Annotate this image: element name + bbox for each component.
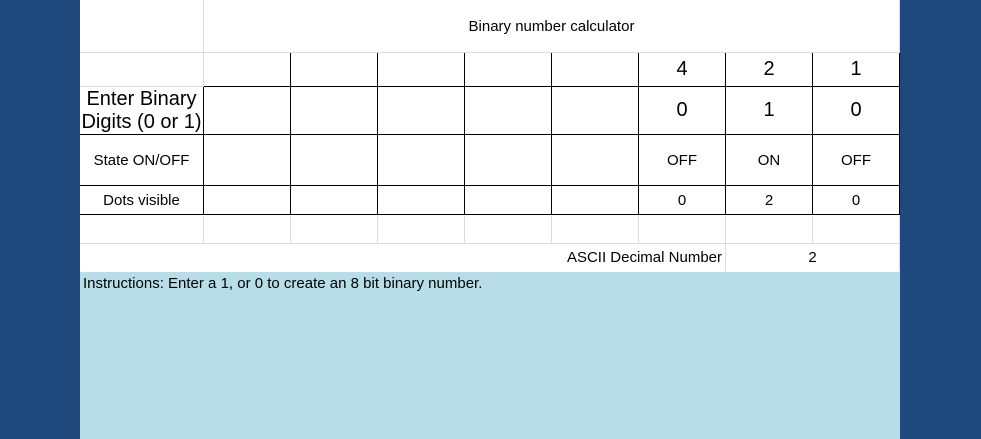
dots-cell[interactable] — [551, 185, 639, 215]
spreadsheet: Binary number calculator 4 2 1 Enter Bin… — [80, 0, 900, 439]
ascii-label: ASCII Decimal Number — [80, 243, 726, 271]
dots-cell[interactable]: 0 — [638, 185, 726, 215]
state-cell[interactable] — [551, 134, 639, 186]
place-value-cell[interactable] — [551, 52, 639, 87]
dots-cell[interactable]: 0 — [812, 185, 900, 215]
cell-blank[interactable] — [80, 52, 204, 87]
binary-digit-input[interactable]: 1 — [725, 86, 813, 135]
dots-cell[interactable] — [290, 185, 378, 215]
place-value-cell[interactable] — [464, 52, 552, 87]
dots-label: Dots visible — [80, 185, 204, 215]
dots-cell[interactable] — [377, 185, 465, 215]
cell-blank[interactable] — [203, 214, 291, 244]
ascii-value[interactable]: 2 — [725, 243, 900, 271]
place-value-cell[interactable]: 2 — [725, 52, 813, 87]
dots-cell[interactable]: 2 — [725, 185, 813, 215]
cell-blank[interactable] — [80, 214, 204, 244]
binary-digit-input[interactable]: 0 — [812, 86, 900, 135]
empty-row — [80, 214, 900, 244]
binary-digit-input[interactable] — [464, 86, 552, 135]
binary-digit-input[interactable]: 0 — [638, 86, 726, 135]
state-row: State ON/OFF OFF ON OFF — [80, 134, 900, 186]
cell-blank[interactable] — [80, 0, 204, 53]
binary-digits-row: Enter Binary Digits (0 or 1) 0 1 0 — [80, 86, 900, 135]
state-cell[interactable] — [464, 134, 552, 186]
state-cell[interactable]: ON — [725, 134, 813, 186]
cell-blank[interactable] — [725, 214, 813, 244]
dots-cell[interactable] — [464, 185, 552, 215]
place-value-cell[interactable]: 4 — [638, 52, 726, 87]
state-cell[interactable] — [203, 134, 291, 186]
instructions-box: Instructions: Enter a 1, or 0 to create … — [80, 272, 900, 439]
place-value-cell[interactable] — [203, 52, 291, 87]
state-cell[interactable] — [290, 134, 378, 186]
binary-digit-input[interactable] — [203, 86, 291, 135]
place-value-row: 4 2 1 — [80, 52, 900, 87]
cell-blank[interactable] — [290, 214, 378, 244]
dots-row: Dots visible 0 2 0 — [80, 185, 900, 215]
binary-calculator-grid: Binary number calculator 4 2 1 Enter Bin… — [80, 0, 900, 271]
state-cell[interactable] — [377, 134, 465, 186]
ascii-row: ASCII Decimal Number 2 — [80, 243, 900, 271]
cell-blank[interactable] — [464, 214, 552, 244]
cell-blank[interactable] — [812, 214, 900, 244]
state-cell[interactable]: OFF — [812, 134, 900, 186]
binary-digit-input[interactable] — [290, 86, 378, 135]
place-value-cell[interactable] — [290, 52, 378, 87]
cell-blank[interactable] — [377, 214, 465, 244]
binary-digits-label: Enter Binary Digits (0 or 1) — [80, 86, 204, 135]
binary-digit-input[interactable] — [377, 86, 465, 135]
binary-digit-input[interactable] — [551, 86, 639, 135]
title-cell[interactable]: Binary number calculator — [203, 0, 900, 53]
place-value-cell[interactable] — [377, 52, 465, 87]
state-label: State ON/OFF — [80, 134, 204, 186]
place-value-cell[interactable]: 1 — [812, 52, 900, 87]
cell-blank[interactable] — [638, 214, 726, 244]
state-cell[interactable]: OFF — [638, 134, 726, 186]
cell-blank[interactable] — [551, 214, 639, 244]
dots-cell[interactable] — [203, 185, 291, 215]
